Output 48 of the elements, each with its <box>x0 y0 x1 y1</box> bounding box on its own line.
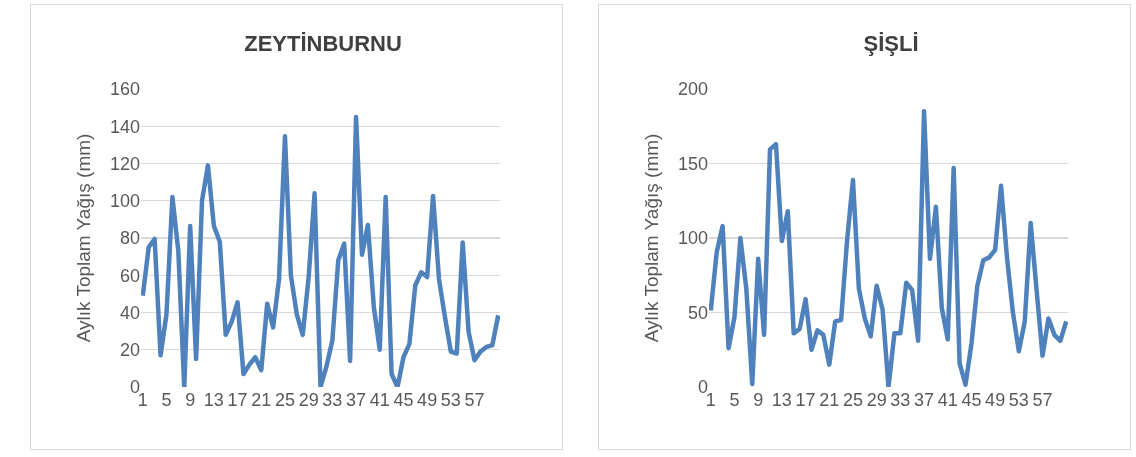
y-axis-title: Aylık Toplam Yağış (mm) <box>72 133 94 343</box>
y-tick-label: 150 <box>677 153 708 174</box>
x-tick-label: 37 <box>346 390 367 410</box>
y-tick-label: 50 <box>687 302 708 323</box>
y-tick-label: 100 <box>677 228 708 249</box>
line-series <box>709 109 1068 387</box>
x-tick-label: 29 <box>866 390 887 410</box>
y-tick-label: 140 <box>109 116 140 137</box>
x-tick-label: 13 <box>771 390 792 410</box>
x-tick-label: 53 <box>440 390 461 410</box>
x-tick-label: 49 <box>985 390 1006 410</box>
x-tick-label: 17 <box>795 390 816 410</box>
y-axis-title: Aylık Toplam Yağış (mm) <box>640 133 662 343</box>
x-tick-label: 45 <box>961 390 982 410</box>
x-tick-label: 5 <box>729 390 740 410</box>
y-tick-label: 100 <box>109 191 140 212</box>
y-tick-label: 20 <box>119 340 140 361</box>
x-tick-label: 9 <box>753 390 764 410</box>
x-tick-label: 41 <box>369 390 390 410</box>
x-tick-label: 25 <box>842 390 863 410</box>
chart-title: ŞİŞLİ <box>863 31 919 57</box>
x-tick-label: 9 <box>185 390 196 410</box>
x-tick-label: 33 <box>322 390 343 410</box>
x-tick-label: 25 <box>274 390 295 410</box>
x-tick-label: 57 <box>1032 390 1053 410</box>
x-tick-label: 29 <box>298 390 319 410</box>
y-tick-label: 200 <box>677 79 708 100</box>
y-tick-label: 60 <box>119 265 140 286</box>
x-tick-label: 17 <box>227 390 248 410</box>
x-tick-label: 37 <box>914 390 935 410</box>
x-tick-label: 21 <box>251 390 272 410</box>
chart-title: ZEYTİNBURNU <box>244 31 402 57</box>
x-tick-label: 53 <box>1008 390 1029 410</box>
y-tick-label: 120 <box>109 153 140 174</box>
line-series <box>141 114 500 387</box>
x-tick-label: 45 <box>393 390 414 410</box>
y-tick-label: 0 <box>129 377 140 398</box>
x-tick-label: 49 <box>417 390 438 410</box>
y-tick-label: 40 <box>119 302 140 323</box>
y-tick-label: 80 <box>119 228 140 249</box>
x-tick-label: 21 <box>819 390 840 410</box>
x-tick-label: 41 <box>937 390 958 410</box>
y-tick-label: 0 <box>697 377 708 398</box>
x-tick-label: 13 <box>203 390 224 410</box>
y-tick-label: 160 <box>109 79 140 100</box>
x-tick-label: 33 <box>890 390 911 410</box>
x-tick-label: 5 <box>161 390 172 410</box>
x-tick-label: 57 <box>464 390 485 410</box>
